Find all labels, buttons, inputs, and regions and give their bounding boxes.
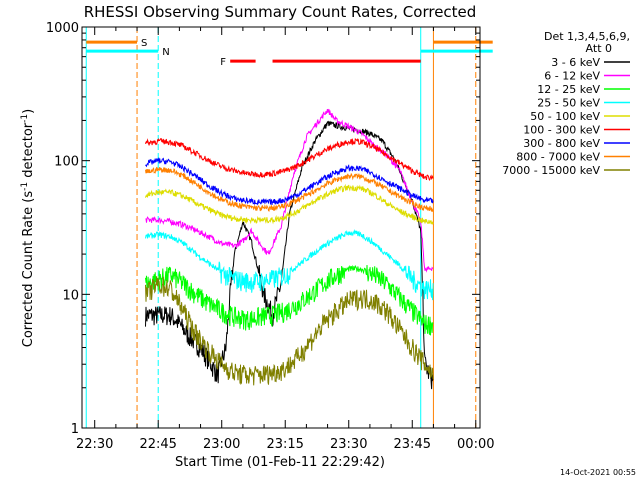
y-axis-label-part2: detector — [21, 122, 36, 182]
series-line-4 — [145, 183, 434, 225]
x-axis-label: Start Time (01-Feb-11 22:29:42) — [175, 455, 385, 470]
legend-label: 800 - 7000 keV — [516, 151, 600, 164]
legend-label: 6 - 12 keV — [544, 70, 600, 83]
y-axis: 1 10 100 1000 — [46, 21, 480, 437]
legend-label: 300 - 800 keV — [523, 137, 600, 150]
y-axis-label: Corrected Count Rate (s-1 detector-1) — [20, 109, 36, 347]
legend-label: 3 - 6 keV — [551, 56, 600, 69]
x-axis: 22:30 22:45 23:00 23:15 23:30 23:45 00:00 — [76, 27, 495, 452]
series-line-7 — [145, 166, 434, 212]
y-tick-label: 1000 — [46, 21, 79, 36]
flag-label-F: F — [220, 57, 226, 68]
plot-frame — [81, 26, 481, 429]
series-line-1 — [145, 108, 434, 273]
series-layer — [145, 108, 434, 390]
series-line-0 — [145, 120, 434, 390]
legend-label: 25 - 50 keV — [537, 97, 600, 110]
y-tick-label: 1 — [71, 422, 79, 437]
series-line-2 — [145, 264, 434, 336]
y-axis-label-part1: Corrected Count Rate (s — [21, 191, 36, 348]
x-tick-label: 22:30 — [76, 437, 113, 452]
x-tick-label: 23:45 — [394, 437, 431, 452]
legend-header-attenuator: Att 0 — [586, 42, 612, 55]
y-axis-label-sup1: -1 — [20, 182, 30, 191]
x-tick-label: 23:30 — [330, 437, 367, 452]
chart-title: RHESSI Observing Summary Count Rates, Co… — [84, 3, 477, 21]
x-tick-label: 23:15 — [266, 437, 303, 452]
legend-label: 12 - 25 keV — [537, 83, 600, 96]
x-tick-label: 00:00 — [457, 437, 494, 452]
series-line-5 — [145, 137, 434, 182]
legend-header-detectors: Det 1,3,4,5,6,9, — [544, 30, 630, 43]
x-tick-label: 23:00 — [203, 437, 240, 452]
series-line-3 — [145, 229, 434, 301]
series-line-8 — [145, 276, 434, 386]
x-tick-label: 22:45 — [139, 437, 176, 452]
legend-label: 100 - 300 keV — [523, 124, 600, 137]
flag-label-S: S — [141, 38, 147, 49]
generated-timestamp: 14-Oct-2021 00:55 — [560, 468, 636, 477]
flag-label-N: N — [162, 47, 169, 58]
y-tick-label: 10 — [62, 288, 79, 303]
legend-label: 50 - 100 keV — [530, 110, 600, 123]
y-tick-label: 100 — [54, 155, 79, 170]
y-axis-label-part3: ) — [21, 109, 36, 114]
legend-label: 7000 - 15000 keV — [502, 164, 600, 177]
y-axis-label-sup2: -1 — [20, 114, 30, 123]
series-line-6 — [145, 156, 434, 206]
